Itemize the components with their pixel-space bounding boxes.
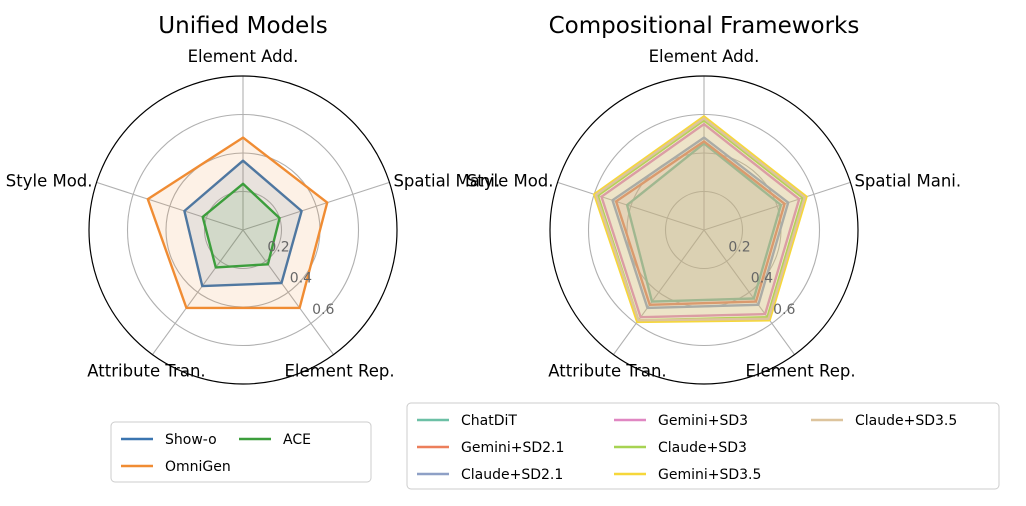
legend-label-gemini-sd2-1: Gemini+SD2.1: [461, 440, 564, 456]
outer-frame: [549, 75, 859, 385]
axis-spoke: [242, 181, 390, 231]
series-ace: [201, 182, 281, 269]
axis-spoke: [703, 229, 795, 355]
legend-label-gemini-sd3: Gemini+SD3: [658, 413, 748, 429]
axis-label-attribute-tran: Attribute Tran.: [87, 362, 205, 381]
axis-label-element-rep: Element Rep.: [284, 362, 394, 381]
series-gemini-sd2-1: [614, 140, 786, 306]
axis-label-element-rep: Element Rep.: [745, 362, 855, 381]
series-omnigen: [146, 136, 329, 310]
legend-label-gemini-sd3-5: Gemini+SD3.5: [658, 467, 761, 483]
legend-label-claude-sd3-5: Claude+SD3.5: [855, 413, 957, 429]
unified-models-panel: Unified Models 0.20.40.6 Element Add. Spat…: [6, 13, 500, 483]
radial-tick-label: 0.2: [267, 239, 289, 255]
legend-label-show-o: Show-o: [165, 432, 217, 448]
axis-label-spatial-mani: Spatial Mani.: [854, 171, 961, 190]
compositional-frameworks-panel: Compositional Frameworks 0.20.40.6 Elemen…: [406, 13, 1000, 490]
legend-frame: [110, 421, 372, 483]
unified-models-radar: 0.20.40.6 Element Add. Spatial Mani. Elemen…: [6, 47, 500, 385]
axis-spoke: [557, 181, 705, 231]
legend-frame: [406, 402, 1000, 490]
legend-label-chatdit: ChatDiT: [461, 413, 517, 429]
radial-tick-label: 0.4: [290, 271, 312, 287]
axis-label-element-add: Element Add.: [188, 47, 299, 66]
radial-tick-label: 0.2: [728, 239, 750, 255]
radial-tick-label: 0.6: [773, 302, 795, 318]
radial-tick-label: 0.6: [312, 302, 334, 318]
legend-label-claude-sd3: Claude+SD3: [658, 440, 747, 456]
legend-label-claude-sd2-1: Claude+SD2.1: [461, 467, 563, 483]
axis-spoke: [703, 181, 851, 231]
series-gemini-sd3-5: [593, 115, 808, 324]
legend-label-ace: ACE: [283, 432, 311, 448]
legend-label-omnigen: OmniGen: [165, 459, 231, 475]
series-claude-sd2-1: [611, 136, 790, 310]
series-chatdit: [625, 142, 783, 303]
compositional-frameworks-legend: ChatDiT Gemini+SD2.1 Claude+SD2.1 Gemini+SD…: [406, 402, 1000, 490]
axis-spoke: [96, 181, 244, 231]
compositional-frameworks-radar: 0.20.40.6 Element Add. Spatial Mani. Elemen…: [467, 47, 961, 385]
axis-label-element-add: Element Add.: [649, 47, 760, 66]
axis-label-style-mod: Style Mod.: [6, 171, 93, 190]
axis-spoke: [152, 229, 244, 355]
unified-models-title: Unified Models: [158, 13, 327, 39]
series-gemini-sd3: [600, 122, 801, 319]
axis-label-style-mod: Style Mod.: [467, 171, 554, 190]
axis-label-spatial-mani: Spatial Mani.: [393, 171, 500, 190]
series-claude-sd3-5: [594, 117, 806, 322]
compositional-frameworks-title: Compositional Frameworks: [549, 13, 860, 39]
axis-label-attribute-tran: Attribute Tran.: [548, 362, 666, 381]
axis-spoke: [242, 229, 334, 355]
outer-frame: [88, 75, 398, 385]
axis-spoke: [613, 229, 705, 355]
radial-tick-label: 0.4: [751, 271, 773, 287]
unified-models-legend: Show-o OmniGen ACE: [110, 421, 372, 483]
